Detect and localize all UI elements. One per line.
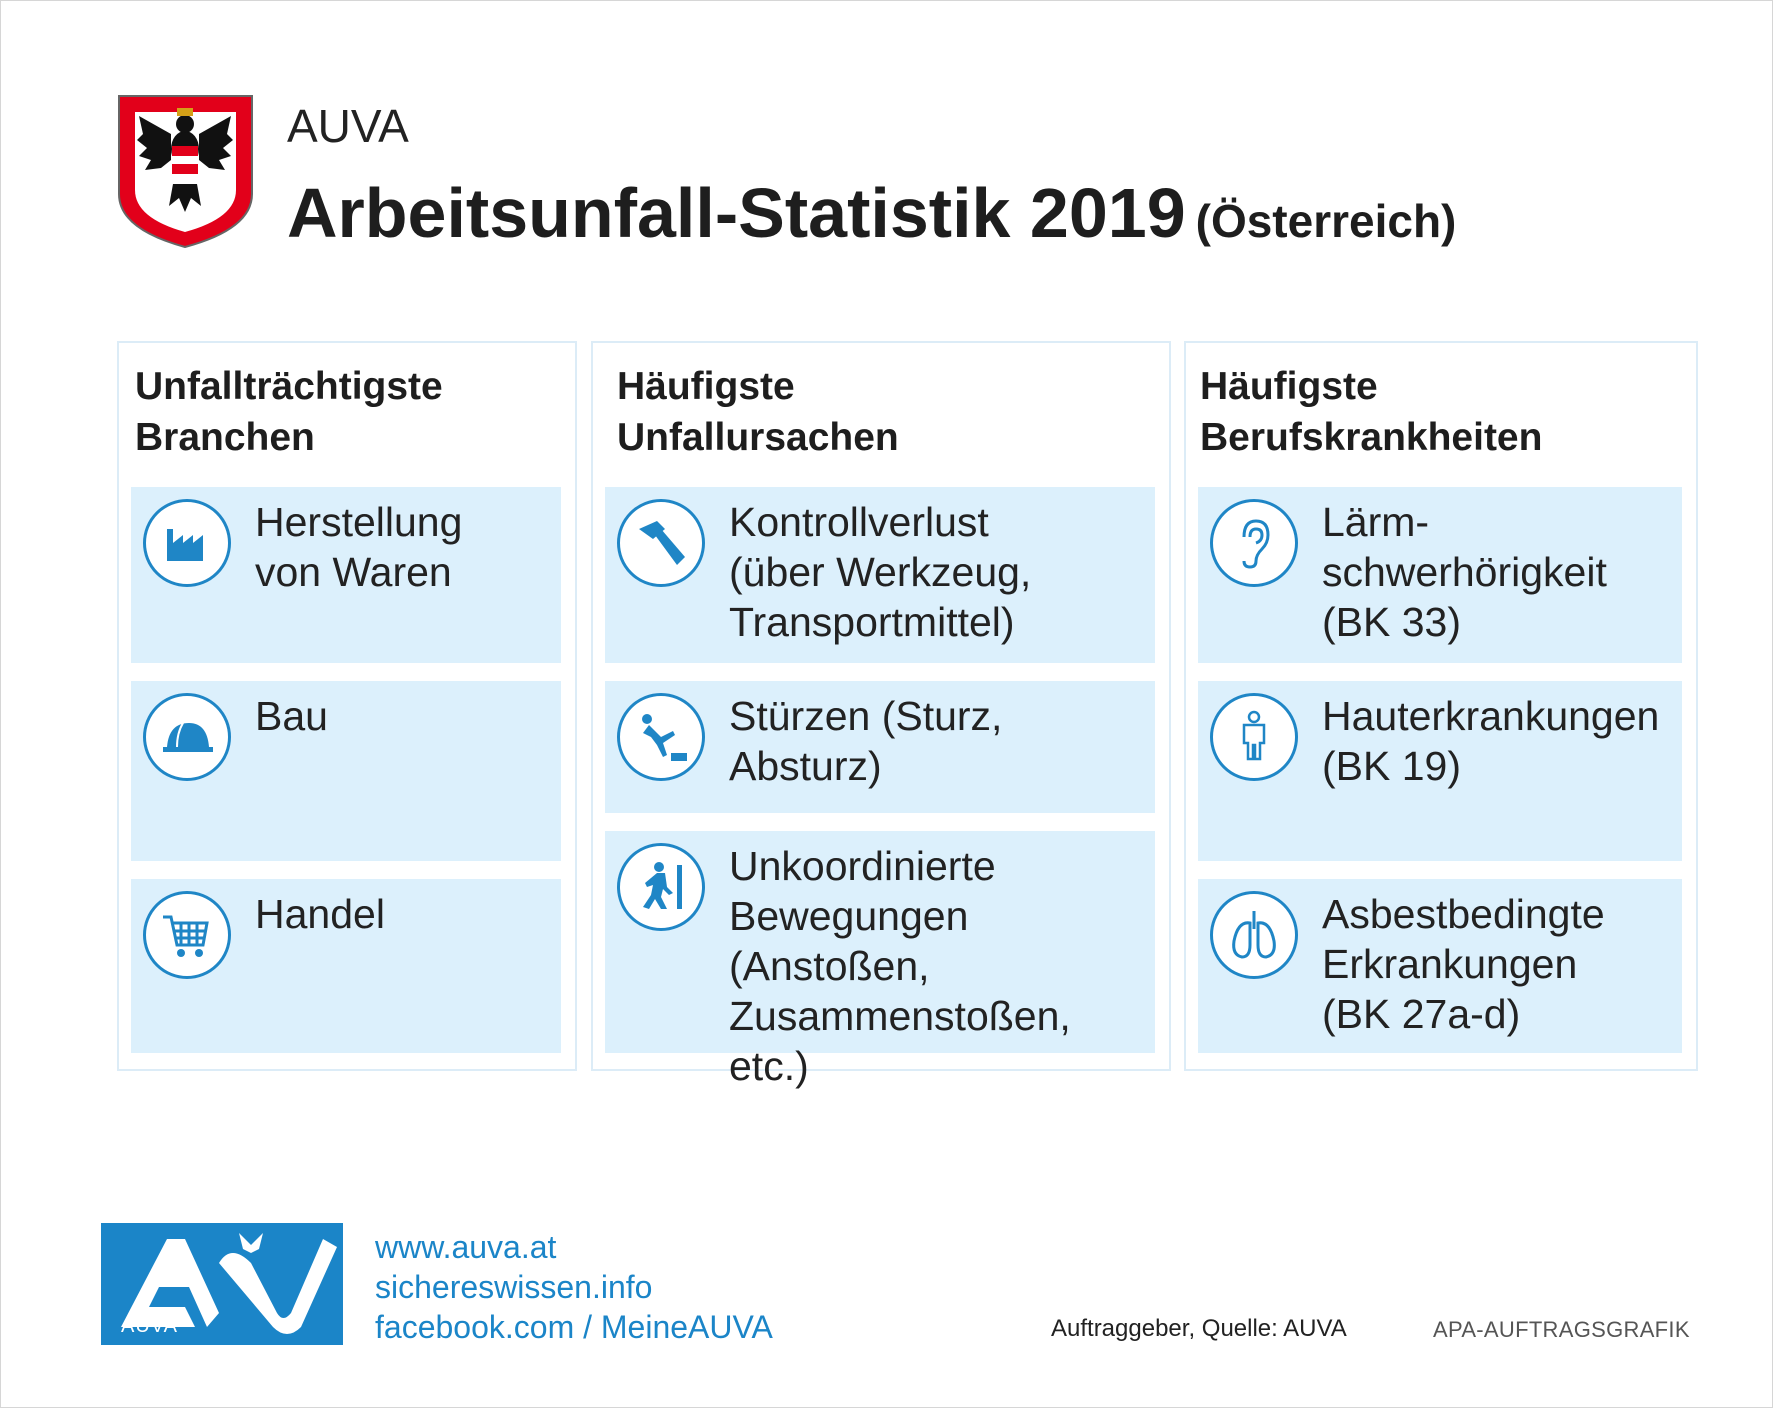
column-industries: Unfallträchtigste Branchen Herstellung v…: [117, 341, 577, 1071]
factory-icon: [143, 499, 231, 587]
column-diseases: Häufigste Berufskrankheiten Lärm- schwer…: [1184, 341, 1698, 1071]
item-text: Hauterkrankungen (BK 19): [1322, 693, 1660, 789]
list-item: Unkoordinierte Bewegungen (Anstoßen, Zus…: [605, 831, 1155, 1089]
link-facebook[interactable]: facebook.com / MeineAUVA: [375, 1309, 773, 1345]
list-item: Kontrollverlust (über Werkzeug, Transpor…: [605, 487, 1155, 663]
title-text: Arbeitsunfall-Statistik 2019: [287, 174, 1186, 252]
item-text: Stürzen (Sturz, Absturz): [729, 693, 1003, 789]
page-title: Arbeitsunfall-Statistik 2019 (Österreich): [287, 173, 1456, 253]
column-heading-line1: Unfallträchtigste: [135, 365, 443, 408]
column-heading: Häufigste Berufskrankheiten: [1200, 361, 1542, 463]
column-causes: Häufigste Unfallursachen Kontrollverlust…: [591, 341, 1171, 1089]
item-text: Unkoordinierte Bewegungen (Anstoßen, Zus…: [729, 843, 1071, 1089]
human-body-icon: [1210, 693, 1298, 781]
column-heading-line2: Branchen: [135, 416, 315, 459]
item-text: Herstellung von Waren: [255, 499, 463, 595]
item-text: Handel: [255, 891, 385, 937]
hard-hat-icon: [143, 693, 231, 781]
list-item: Hauterkrankungen (BK 19): [1198, 681, 1682, 861]
ear-icon: [1210, 499, 1298, 587]
lungs-icon: [1210, 891, 1298, 979]
list-item: Herstellung von Waren: [131, 487, 561, 663]
item-text: Lärm- schwerhörigkeit (BK 33): [1322, 499, 1607, 645]
auva-logo-mark-icon: [121, 1233, 337, 1334]
falling-person-icon: [617, 693, 705, 781]
column-heading: Unfallträchtigste Branchen: [135, 361, 443, 463]
graphic-credit: APA-AUFTRAGSGRAFIK: [1433, 1317, 1690, 1342]
list-item: Stürzen (Sturz, Absturz): [605, 681, 1155, 813]
auva-logo: AUVA: [101, 1223, 343, 1345]
footer-links: www.auva.at sichereswissen.info facebook…: [375, 1227, 773, 1347]
list-item: Lärm- schwerhörigkeit (BK 33): [1198, 487, 1682, 663]
list-item: Handel: [131, 879, 561, 1053]
link-website[interactable]: www.auva.at: [375, 1229, 557, 1265]
organization-name: AUVA: [287, 100, 409, 152]
walking-person-icon: [617, 843, 705, 931]
item-text: Asbestbedingte Erkrankungen (BK 27a-d): [1322, 891, 1605, 1037]
title-country: (Österreich): [1195, 195, 1457, 247]
column-heading-line1: Häufigste: [617, 365, 795, 408]
item-text: Kontrollverlust (über Werkzeug, Transpor…: [729, 499, 1032, 645]
source-note: Auftraggeber, Quelle: AUVA: [1051, 1315, 1347, 1342]
austrian-coat-of-arms-icon: [118, 95, 253, 249]
column-heading: Häufigste Unfallursachen: [617, 361, 899, 463]
column-heading-line1: Häufigste: [1200, 365, 1378, 408]
list-item: Asbestbedingte Erkrankungen (BK 27a-d): [1198, 879, 1682, 1053]
column-heading-line2: Unfallursachen: [617, 416, 899, 459]
item-text: Bau: [255, 693, 328, 739]
hammer-icon: [617, 499, 705, 587]
auva-logo-text: AUVA: [121, 1315, 178, 1337]
shopping-cart-icon: [143, 891, 231, 979]
link-sichereswissen[interactable]: sichereswissen.info: [375, 1269, 653, 1305]
list-item: Bau: [131, 681, 561, 861]
column-heading-line2: Berufskrankheiten: [1200, 416, 1543, 459]
